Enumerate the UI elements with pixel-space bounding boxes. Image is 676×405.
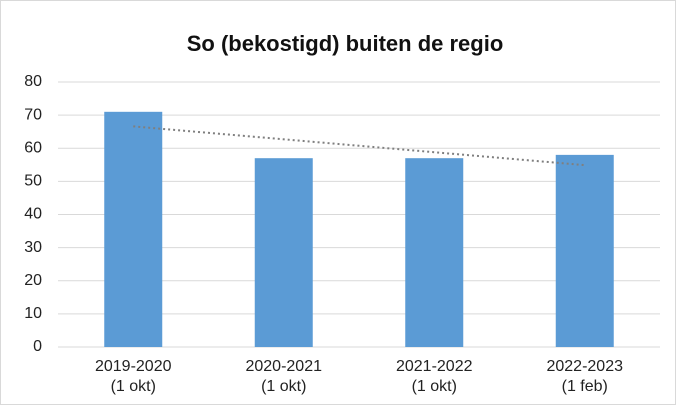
- y-tick-label: 20: [24, 272, 42, 289]
- y-tick-label: 50: [24, 173, 42, 190]
- x-tick-label: (1 okt): [111, 378, 156, 395]
- y-tick-label: 60: [24, 139, 42, 156]
- y-tick-label: 70: [24, 106, 42, 123]
- bar: [104, 111, 163, 347]
- y-tick-label: 0: [33, 338, 42, 355]
- y-tick-label: 30: [24, 239, 42, 256]
- x-tick-label: (1 feb): [562, 378, 608, 395]
- y-tick-label: 80: [24, 73, 42, 90]
- x-tick-label: 2022-2023: [546, 358, 623, 375]
- bar: [405, 158, 464, 347]
- x-tick-label: 2021-2022: [396, 358, 473, 375]
- y-tick-label: 40: [24, 206, 42, 223]
- x-tick-label: (1 okt): [412, 378, 457, 395]
- bar: [254, 158, 313, 347]
- x-tick-label: 2019-2020: [95, 358, 172, 375]
- bar: [555, 154, 614, 347]
- trendline: [133, 125, 585, 167]
- x-tick-label: (1 okt): [261, 378, 306, 395]
- x-tick-label: 2020-2021: [245, 358, 322, 375]
- chart-title: So (bekostigd) buiten de regio: [187, 31, 504, 56]
- y-tick-label: 10: [24, 305, 42, 322]
